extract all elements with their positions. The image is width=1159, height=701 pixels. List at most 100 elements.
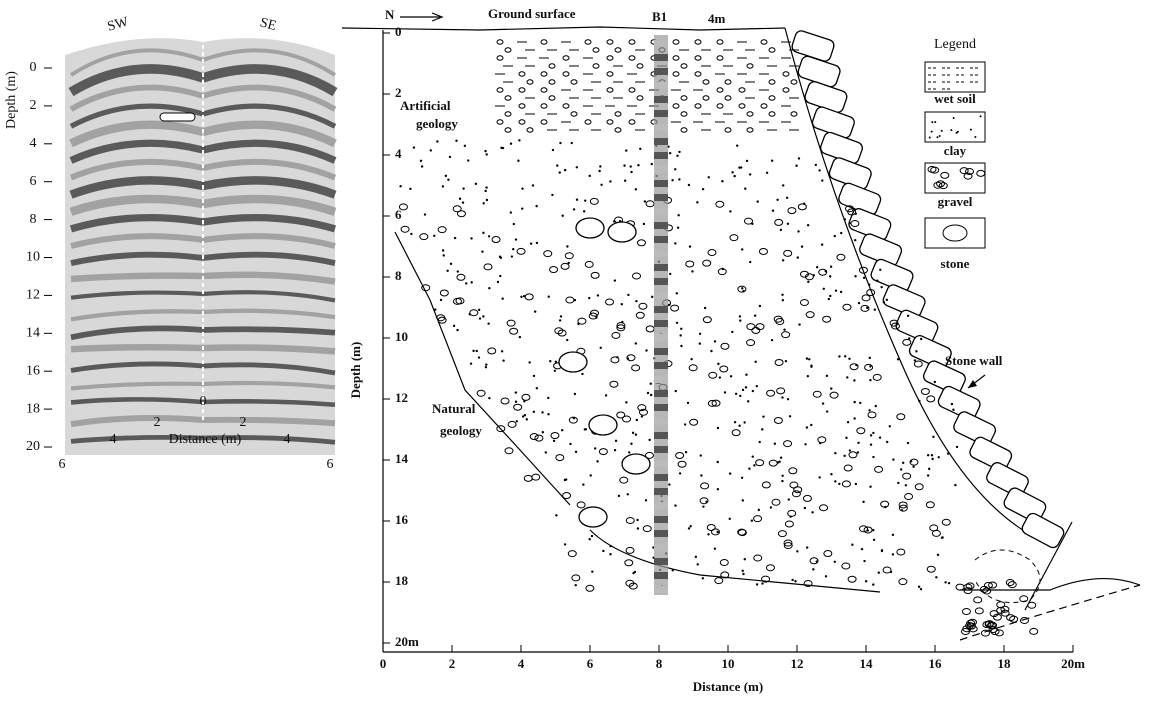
pebble <box>695 104 701 108</box>
clay-dot <box>471 281 473 283</box>
gravel <box>514 404 522 410</box>
gravel <box>646 201 654 207</box>
clay-dot <box>918 586 920 588</box>
pebble <box>747 64 753 68</box>
clay-dot <box>753 464 755 466</box>
core <box>654 208 668 215</box>
clay-dot <box>907 442 909 444</box>
pebble <box>497 120 503 124</box>
gravel <box>522 394 530 400</box>
clay-dot <box>536 387 538 389</box>
gravel <box>752 327 760 333</box>
clay-dot <box>876 279 878 281</box>
gravel <box>1008 582 1016 588</box>
pebble <box>747 128 753 132</box>
gravel <box>860 526 868 532</box>
gravel <box>501 398 509 404</box>
clay-dot <box>873 539 875 541</box>
pebble <box>695 72 701 76</box>
pebble <box>541 120 547 124</box>
clay-dot <box>974 136 976 138</box>
core <box>654 516 668 523</box>
clay-dot <box>499 275 501 277</box>
radar-band <box>203 348 335 352</box>
clay-dot <box>795 165 797 167</box>
y-label-right: Depth (m) <box>348 342 363 399</box>
clay-dot <box>702 505 704 507</box>
clay-dot <box>743 421 745 423</box>
pebble <box>725 80 731 84</box>
clay-dot <box>787 398 789 400</box>
distance-tick: 20m <box>1061 656 1085 671</box>
gravel <box>927 396 935 402</box>
pebble <box>541 40 547 44</box>
pebble <box>783 72 789 76</box>
gravel <box>703 260 711 266</box>
clay-dot <box>564 543 566 545</box>
gravel <box>535 435 543 441</box>
clay-dot <box>523 400 525 402</box>
clay-dot <box>810 364 812 366</box>
clay-dot <box>515 391 517 393</box>
clay-dot <box>522 415 524 417</box>
gravel <box>868 412 876 418</box>
clay-dot <box>678 178 680 180</box>
clay-dot <box>443 254 445 256</box>
clay-dot <box>501 350 503 352</box>
clay-dot <box>598 170 600 172</box>
clay-dot <box>573 417 575 419</box>
clay-dot <box>469 313 471 315</box>
gravel <box>792 491 800 497</box>
clay-dot <box>449 156 451 158</box>
se-label: SE <box>258 15 278 34</box>
clay-dot <box>669 273 671 275</box>
clay-dot <box>639 148 641 150</box>
pebble <box>673 56 679 60</box>
clay-dot <box>519 336 521 338</box>
clay-dot <box>798 157 800 159</box>
clay-dot <box>782 184 784 186</box>
clay-dot <box>931 458 933 460</box>
gravel <box>626 547 634 553</box>
gravel <box>777 388 785 394</box>
clay-dot <box>591 535 593 537</box>
clay-dot <box>590 474 592 476</box>
line <box>960 585 1140 640</box>
clay-dot <box>447 178 449 180</box>
clay-dot <box>861 548 863 550</box>
clay-dot <box>521 187 523 189</box>
gravel <box>686 261 694 267</box>
clay-dot <box>951 403 953 405</box>
clay-dot <box>467 159 469 161</box>
clay-dot <box>844 355 846 357</box>
clay-dot <box>714 548 716 550</box>
pebble <box>607 72 613 76</box>
clay-dot <box>555 514 557 516</box>
clay-dot <box>609 553 611 555</box>
gravel <box>492 237 500 243</box>
clay-dot <box>566 245 568 247</box>
clay-dot <box>941 130 943 132</box>
pebble <box>703 96 709 100</box>
gravel <box>586 585 594 591</box>
clay-dot <box>741 477 743 479</box>
gravel <box>844 465 852 471</box>
gravel <box>689 365 697 371</box>
clay-dot <box>806 546 808 548</box>
clay-dot <box>716 531 718 533</box>
gravel <box>772 499 780 505</box>
clay-dot <box>719 376 721 378</box>
clay-dot <box>834 452 836 454</box>
clay-dot <box>636 519 638 521</box>
clay-dot <box>704 307 706 309</box>
clay-dot <box>635 188 637 190</box>
clay-dot <box>892 534 894 536</box>
clay-dot <box>484 190 486 192</box>
depth-tick: 10 <box>26 250 40 265</box>
clay-dot <box>901 509 903 511</box>
clay-dot <box>840 291 842 293</box>
depth-tick: 6 <box>395 207 402 222</box>
pebble <box>681 96 687 100</box>
clay-dot <box>778 461 780 463</box>
clay-dot <box>745 386 747 388</box>
